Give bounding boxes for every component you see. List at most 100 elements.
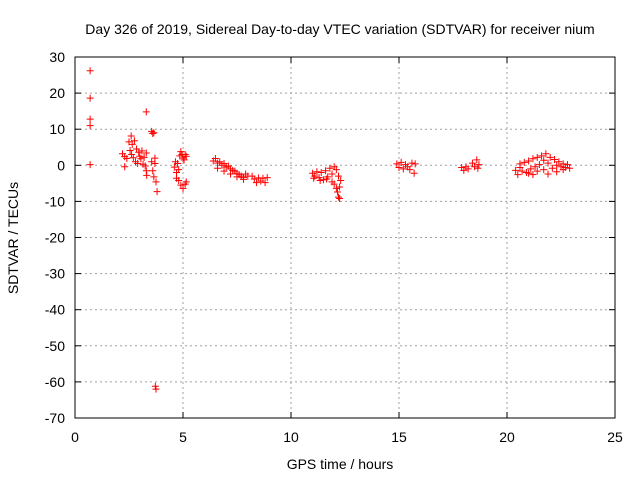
data-point [529,171,537,179]
data-point [143,171,151,179]
x-tick-label: 10 [283,429,299,445]
data-point [516,160,524,168]
data-point [316,176,324,184]
data-point [514,171,522,179]
data-point [319,176,327,184]
data-point [179,184,187,192]
x-axis-label: GPS time / hours [287,456,394,472]
data-point [518,167,526,175]
data-point [548,164,556,172]
data-point [177,148,185,156]
data-point [170,163,178,171]
data-point [123,154,131,162]
data-point [142,149,150,157]
data-point [128,140,136,148]
data-point [551,156,559,164]
data-point [563,161,571,169]
data-point [86,122,94,130]
data-point [153,188,161,196]
data-point [227,170,235,178]
data-point [533,167,541,175]
data-point [529,155,537,163]
data-point [397,158,405,166]
data-point [135,148,143,156]
data-point [336,183,344,191]
data-point [471,163,479,171]
data-point [263,174,271,182]
data-point [460,166,468,174]
data-point [395,163,403,171]
data-point [322,167,330,175]
data-point [150,129,158,137]
data-point [150,173,158,181]
data-point [525,157,533,165]
data-point [538,152,546,160]
data-point [182,178,190,186]
y-tick-label: -40 [45,302,65,318]
data-point [142,108,150,116]
data-point [174,159,182,167]
data-point [540,166,548,174]
data-point [149,130,157,138]
data-point [211,154,219,162]
data-points [86,67,574,393]
x-tick-label: 20 [499,429,515,445]
y-tick-label: -20 [45,230,65,246]
data-point [86,94,94,102]
chart-title: Day 326 of 2019, Sidereal Day-to-day VTE… [85,21,594,37]
data-point [138,147,146,155]
data-point [149,167,157,175]
data-point [328,170,336,178]
data-point [140,153,148,161]
data-point [520,158,528,166]
data-point [175,176,183,184]
data-point [152,178,160,186]
y-axis-label: SDTVAR / TECUs [5,182,21,294]
data-point [121,163,129,171]
data-point [130,137,138,145]
data-point [151,154,159,162]
data-point [180,156,188,164]
data-point [250,175,258,183]
data-point [175,166,183,174]
data-point [259,174,267,182]
data-point [137,155,145,163]
data-point [408,159,416,167]
data-point [512,166,520,174]
data-point [233,173,241,181]
data-point [315,174,323,182]
y-tick-label: -10 [45,193,65,209]
grid [75,57,615,418]
data-point [337,176,345,184]
data-point [323,175,331,183]
data-point [559,166,567,174]
data-point [214,164,222,172]
data-point [535,161,543,169]
data-point [86,161,94,169]
axis-ticks [74,56,616,419]
data-point [313,168,321,176]
y-tick-label: -70 [45,410,65,426]
data-point [335,193,343,201]
y-tick-label: 10 [49,121,65,137]
data-point [127,132,135,140]
y-tick-label: 20 [49,85,65,101]
data-point [335,172,343,180]
data-point [239,175,247,183]
data-point [406,166,414,174]
data-point [553,161,561,169]
data-point [544,170,552,178]
data-point [317,169,325,177]
data-point [179,154,187,162]
data-point [531,163,539,171]
data-point [252,179,260,187]
data-point [542,150,550,158]
data-point [544,159,552,167]
data-point [181,150,189,158]
data-point [333,188,341,196]
data-point [527,165,535,173]
data-point [220,159,228,167]
data-point [410,169,418,177]
data-point [310,174,318,182]
